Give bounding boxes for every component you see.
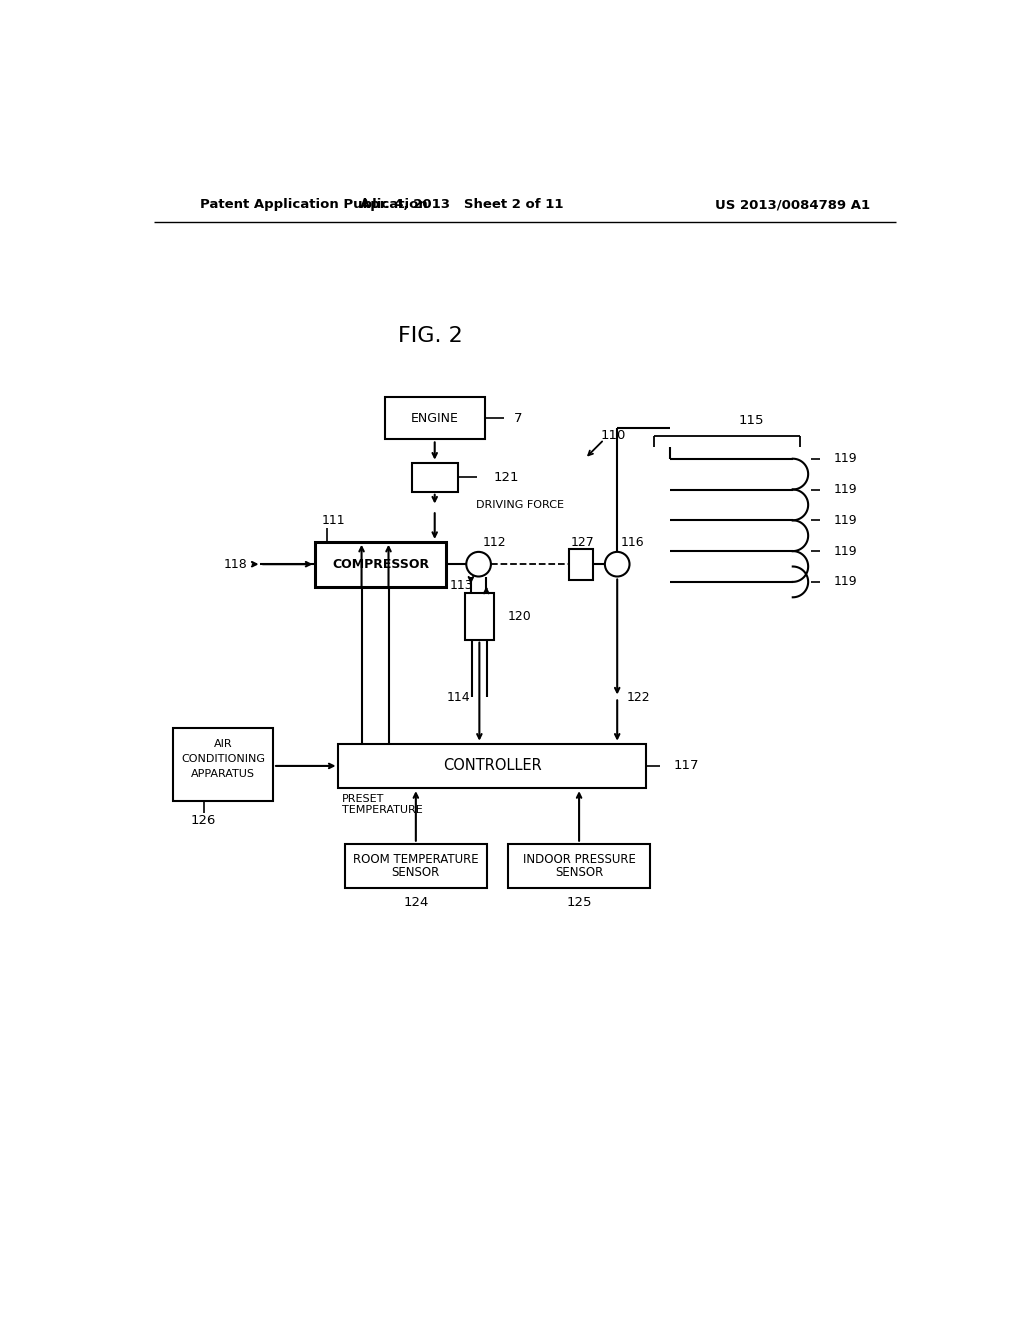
Text: 113: 113 (450, 579, 473, 593)
Text: US 2013/0084789 A1: US 2013/0084789 A1 (715, 198, 869, 211)
Bar (385, 397, 484, 440)
Text: AIR: AIR (214, 739, 232, 748)
Bar (412, 462, 458, 492)
Bar (339, 743, 646, 788)
Text: 126: 126 (191, 814, 216, 828)
Text: 114: 114 (446, 690, 470, 704)
Bar (569, 549, 593, 579)
Text: SENSOR: SENSOR (555, 866, 603, 879)
Text: 119: 119 (834, 513, 857, 527)
Text: 110: 110 (600, 429, 626, 442)
Text: Apr. 4, 2013   Sheet 2 of 11: Apr. 4, 2013 Sheet 2 of 11 (359, 198, 563, 211)
Text: PRESET: PRESET (342, 795, 385, 804)
Text: INDOOR PRESSURE: INDOOR PRESSURE (522, 853, 636, 866)
Text: ENGINE: ENGINE (411, 412, 459, 425)
Text: ROOM TEMPERATURE: ROOM TEMPERATURE (353, 853, 478, 866)
Text: 124: 124 (403, 896, 428, 908)
Text: 119: 119 (834, 576, 857, 589)
Text: DRIVING FORCE: DRIVING FORCE (475, 500, 563, 510)
Text: 119: 119 (834, 545, 857, 557)
Text: 119: 119 (834, 453, 857, 465)
Text: 115: 115 (739, 413, 764, 426)
Text: 112: 112 (482, 536, 506, 549)
Text: CONTROLLER: CONTROLLER (443, 759, 542, 774)
Text: 116: 116 (621, 536, 645, 549)
Text: 120: 120 (508, 610, 531, 623)
Text: 7: 7 (514, 412, 522, 425)
Text: APPARATUS: APPARATUS (190, 770, 255, 779)
Circle shape (466, 552, 490, 577)
Bar (315, 543, 446, 586)
Text: Patent Application Publication: Patent Application Publication (200, 198, 428, 211)
Text: 117: 117 (674, 759, 699, 772)
Text: 119: 119 (834, 483, 857, 496)
Text: 118: 118 (224, 557, 248, 570)
Text: TEMPERATURE: TEMPERATURE (342, 805, 423, 814)
Text: SENSOR: SENSOR (392, 866, 440, 879)
Text: FIG. 2: FIG. 2 (398, 326, 463, 346)
Bar (173, 729, 273, 801)
Text: 121: 121 (494, 471, 519, 483)
Bar (345, 843, 487, 888)
Bar (465, 594, 494, 640)
Circle shape (605, 552, 630, 577)
Text: 122: 122 (627, 690, 650, 704)
Text: 125: 125 (566, 896, 592, 908)
Bar (508, 843, 650, 888)
Text: 111: 111 (322, 513, 345, 527)
Text: COMPRESSOR: COMPRESSOR (332, 557, 429, 570)
Text: CONDITIONING: CONDITIONING (181, 754, 265, 764)
Text: 127: 127 (571, 536, 595, 549)
